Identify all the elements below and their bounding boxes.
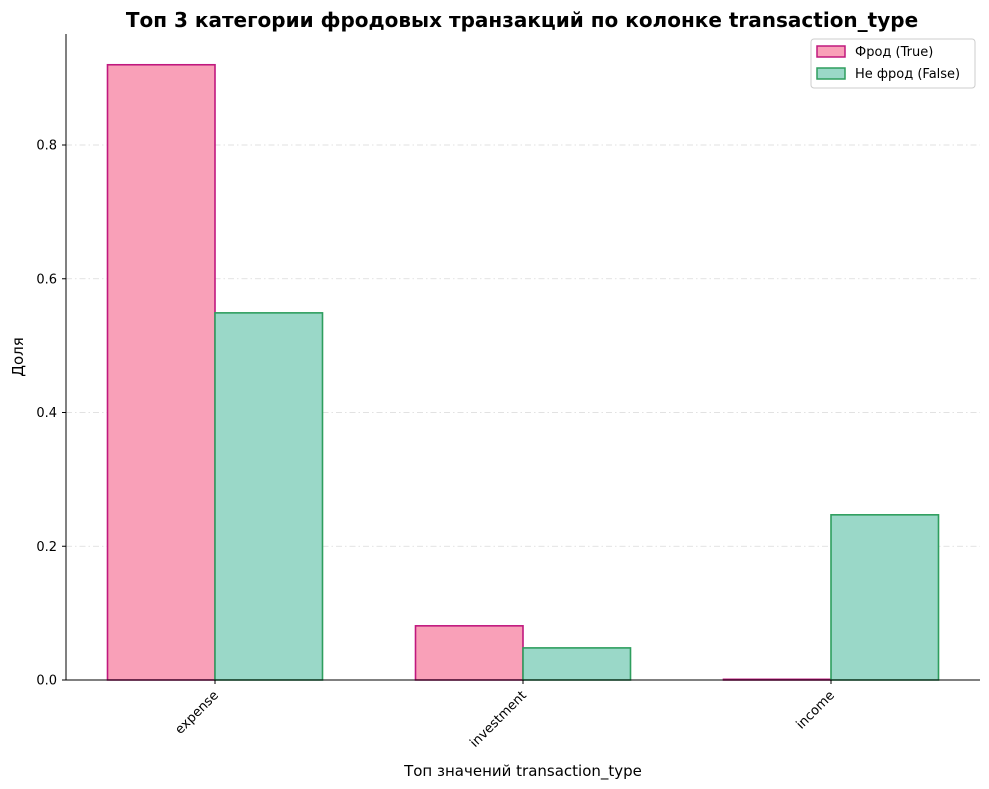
bar-not-fraud-investment bbox=[522, 647, 632, 681]
legend-swatch-fraud bbox=[816, 45, 846, 58]
y-tick-label: 0.4 bbox=[36, 406, 57, 421]
bar-fraud-investment bbox=[414, 625, 524, 681]
legend-box bbox=[810, 38, 976, 89]
y-tick-label: 0.8 bbox=[36, 139, 57, 154]
y-tick-label: 0.0 bbox=[36, 674, 57, 689]
x-tick-label-expense: expense bbox=[173, 688, 222, 737]
legend: Фрод (True) Не фрод (False) bbox=[810, 38, 976, 89]
x-tick-label-income: income bbox=[794, 688, 838, 732]
bar-fraud-expense bbox=[106, 63, 216, 681]
legend-label-not-fraud: Не фрод (False) bbox=[855, 67, 960, 82]
bar-not-fraud-income bbox=[830, 514, 940, 681]
y-axis-label: Доля bbox=[9, 337, 27, 377]
legend-label-fraud: Фрод (True) bbox=[855, 45, 933, 60]
x-axis-label: Топ значений transaction_type bbox=[403, 762, 642, 781]
y-ticks: 0.0 0.2 0.4 0.6 0.8 bbox=[36, 139, 66, 689]
y-tick-label: 0.2 bbox=[36, 540, 57, 555]
x-ticks: expense investment income bbox=[173, 680, 838, 751]
chart-title: Топ 3 категории фродовых транзакций по к… bbox=[126, 8, 918, 32]
bars bbox=[106, 63, 940, 681]
x-tick-label-investment: investment bbox=[467, 688, 530, 751]
y-tick-label: 0.6 bbox=[36, 272, 57, 287]
bar-not-fraud-expense bbox=[214, 312, 324, 681]
legend-swatch-not-fraud bbox=[816, 67, 846, 80]
